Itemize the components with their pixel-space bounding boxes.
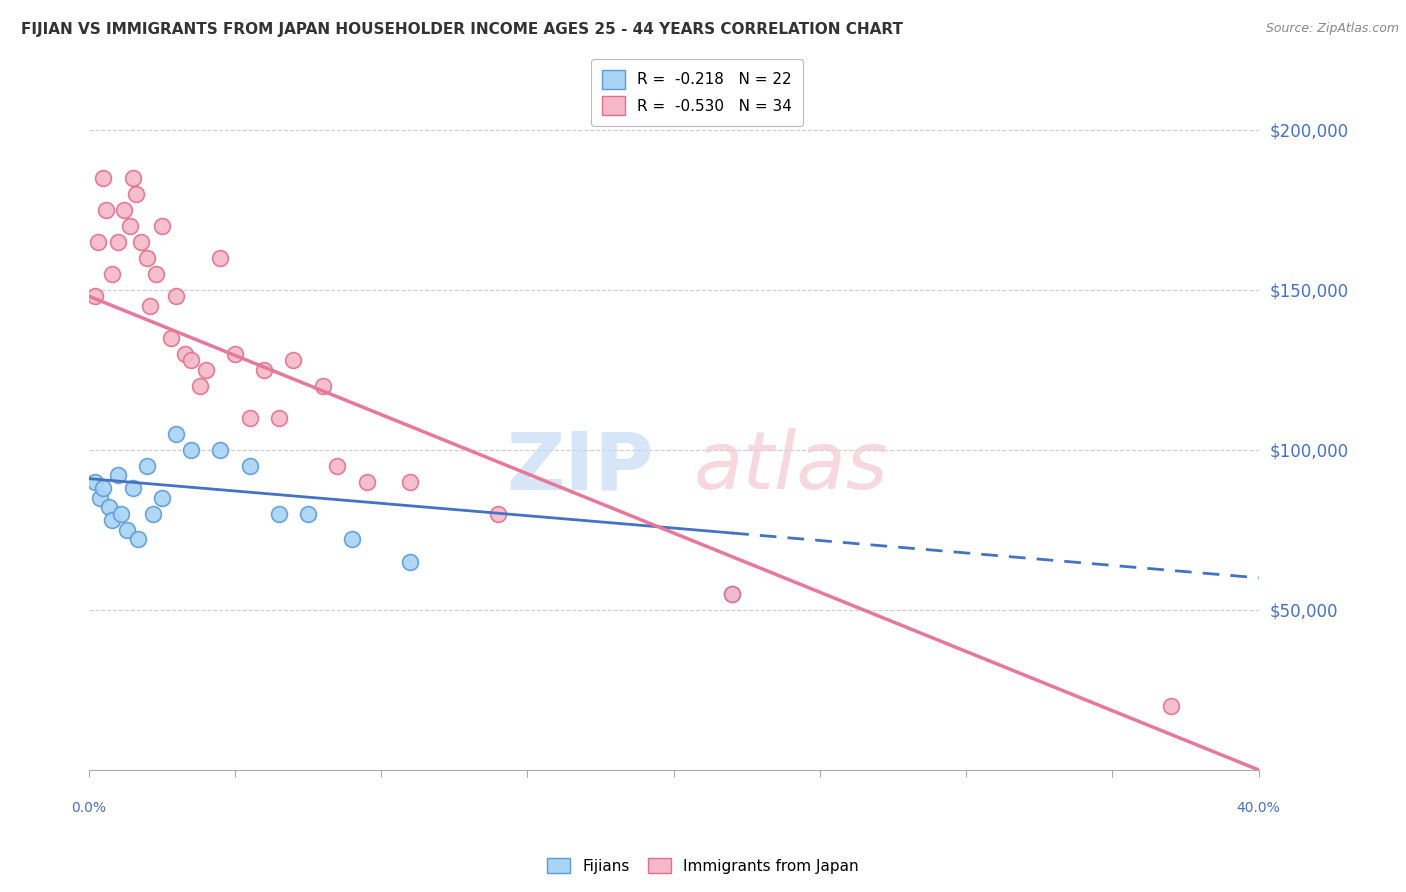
Point — [174, 347, 197, 361]
Text: FIJIAN VS IMMIGRANTS FROM JAPAN HOUSEHOLDER INCOME AGES 25 - 44 YEARS CORRELATIO: FIJIAN VS IMMIGRANTS FROM JAPAN HOUSEHOL… — [21, 22, 903, 37]
Point — [127, 533, 149, 547]
Point — [267, 507, 290, 521]
Point — [136, 251, 159, 265]
Point — [145, 267, 167, 281]
Point — [166, 426, 188, 441]
Point — [112, 202, 135, 217]
Point — [121, 170, 143, 185]
Point — [115, 523, 138, 537]
Point — [86, 235, 108, 249]
Point — [83, 475, 105, 489]
Point — [194, 363, 217, 377]
Legend: Fijians, Immigrants from Japan: Fijians, Immigrants from Japan — [541, 852, 865, 880]
Point — [239, 458, 262, 473]
Point — [399, 475, 422, 489]
Text: atlas: atlas — [693, 428, 889, 506]
Point — [312, 378, 335, 392]
Point — [209, 442, 232, 457]
Point — [83, 289, 105, 303]
Point — [224, 347, 246, 361]
Point — [93, 481, 115, 495]
Point — [107, 468, 129, 483]
Point — [297, 507, 319, 521]
Point — [340, 533, 363, 547]
Point — [166, 289, 188, 303]
Point — [150, 491, 173, 505]
Point — [326, 458, 349, 473]
Point — [107, 235, 129, 249]
Point — [89, 491, 111, 505]
Text: ZIP: ZIP — [506, 428, 654, 506]
Point — [239, 410, 262, 425]
Point — [96, 202, 118, 217]
Point — [180, 442, 202, 457]
Point — [209, 251, 232, 265]
Text: 40.0%: 40.0% — [1237, 800, 1281, 814]
Point — [98, 500, 121, 515]
Point — [150, 219, 173, 233]
Point — [253, 363, 276, 377]
Text: 0.0%: 0.0% — [72, 800, 107, 814]
Point — [399, 555, 422, 569]
Point — [101, 513, 124, 527]
Point — [1160, 698, 1182, 713]
Text: Source: ZipAtlas.com: Source: ZipAtlas.com — [1265, 22, 1399, 36]
Point — [131, 235, 153, 249]
Point — [721, 587, 744, 601]
Point — [188, 378, 211, 392]
Point — [486, 507, 509, 521]
Point — [159, 331, 181, 345]
Point — [283, 353, 305, 368]
Point — [356, 475, 378, 489]
Point — [118, 219, 141, 233]
Point — [121, 481, 143, 495]
Point — [180, 353, 202, 368]
Point — [136, 458, 159, 473]
Point — [267, 410, 290, 425]
Point — [142, 507, 165, 521]
Point — [139, 299, 162, 313]
Legend: R =  -0.218   N = 22, R =  -0.530   N = 34: R = -0.218 N = 22, R = -0.530 N = 34 — [592, 59, 803, 126]
Point — [721, 587, 744, 601]
Point — [110, 507, 132, 521]
Point — [101, 267, 124, 281]
Point — [93, 170, 115, 185]
Point — [124, 186, 146, 201]
